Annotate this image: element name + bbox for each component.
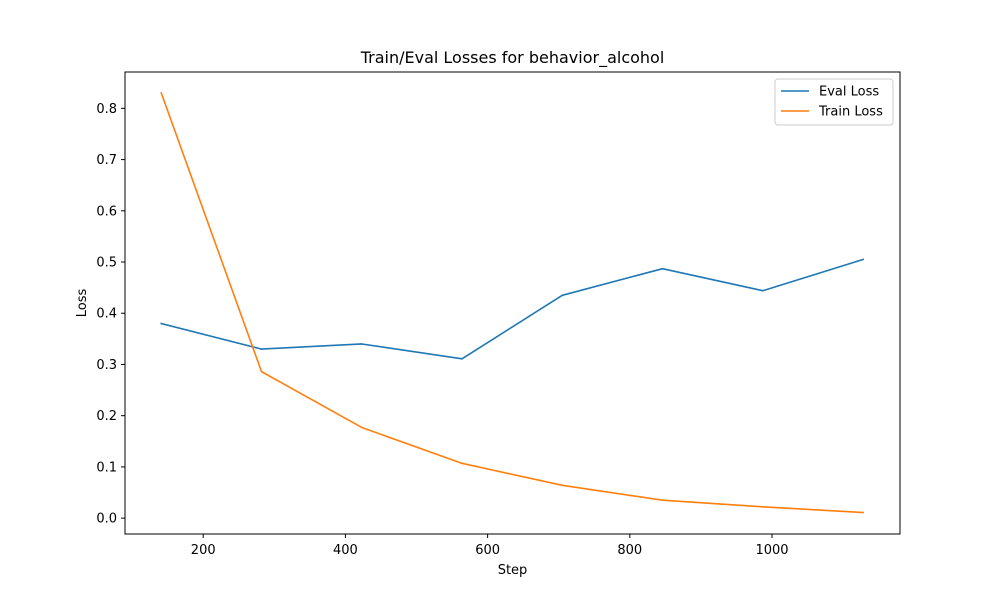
y-tick-label: 0.5 [96, 256, 117, 271]
x-tick-label: 200 [191, 543, 216, 558]
eval-loss-point [360, 343, 363, 345]
train-loss-line [160, 91, 864, 514]
x-axis-label: Step [498, 563, 528, 578]
plot-area-frame [124, 71, 901, 535]
eval-loss-point [561, 294, 564, 297]
x-tick-label: 800 [617, 543, 642, 558]
y-axis-ticks: 0.0 0.1 0.2 0.3 0.4 0.5 0.6 0.7 0.8 [96, 102, 125, 527]
train-loss-point [862, 511, 864, 514]
train-loss-point [561, 484, 564, 487]
eval-loss-point [761, 289, 764, 292]
train-loss-point [661, 499, 664, 502]
y-tick-label: 0.1 [96, 460, 117, 475]
eval-loss-point [461, 358, 463, 360]
legend: Eval Loss Train Loss [774, 78, 894, 126]
eval-loss-point [260, 348, 263, 350]
y-tick-label: 0.6 [96, 204, 117, 219]
x-tick-label: 1000 [755, 543, 788, 558]
y-tick-label: 0.4 [96, 307, 117, 322]
eval-loss-line [160, 258, 865, 360]
x-axis-ticks: 200 400 600 800 1000 [191, 534, 789, 558]
x-tick-label: 600 [475, 543, 500, 558]
y-tick-label: 0.7 [96, 153, 117, 168]
y-tick-label: 0.3 [96, 358, 117, 373]
train-loss-point [160, 92, 163, 94]
train-loss-legend-label: Train Loss [818, 105, 883, 120]
train-loss-point [260, 370, 263, 373]
train-loss-point [461, 462, 463, 465]
train-loss-point [360, 426, 363, 429]
chart-title: Train/Eval Losses for behavior_alcohol [360, 48, 665, 68]
y-tick-label: 0.8 [96, 102, 117, 117]
train-loss-point [761, 506, 764, 508]
y-tick-label: 0.2 [96, 409, 117, 424]
series-layer [160, 91, 865, 514]
eval-loss-point [160, 322, 163, 325]
eval-loss-point [862, 258, 864, 261]
y-tick-label: 0.0 [96, 512, 117, 527]
eval-loss-legend-label: Eval Loss [819, 85, 879, 100]
x-tick-label: 400 [333, 543, 358, 558]
eval-loss-point [661, 267, 664, 270]
y-axis-label: Loss [75, 289, 90, 318]
